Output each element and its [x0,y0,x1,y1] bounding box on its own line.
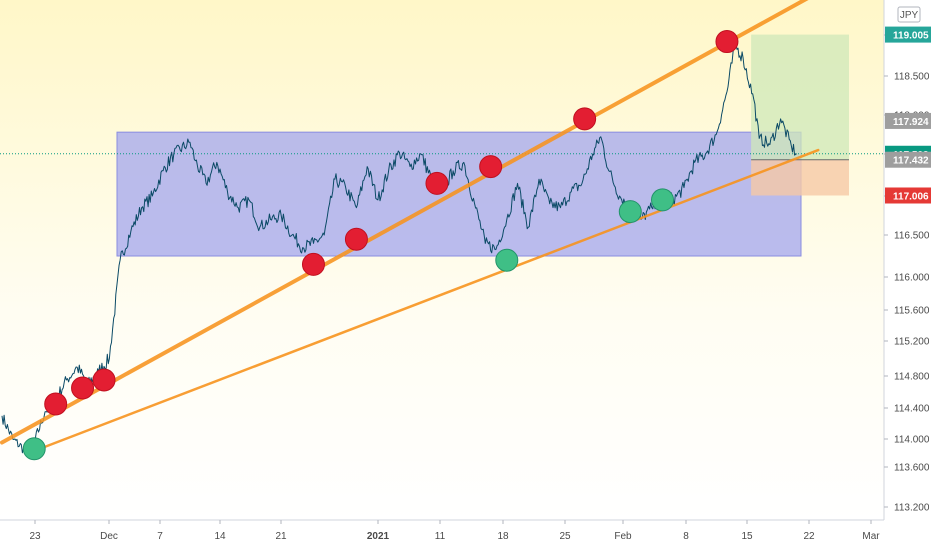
x-tick-label: 23 [29,531,41,542]
x-tick-label: 15 [741,531,753,542]
currency-badge[interactable]: JPY [897,6,921,23]
price-label-box [885,151,931,168]
red-marker-8[interactable] [573,107,597,131]
y-tick-label: 118.500 [894,72,930,83]
plot-background [0,0,884,520]
x-tick-label: 2021 [367,531,390,542]
red-marker-3[interactable] [92,368,116,392]
price-label-box [885,112,931,129]
y-tick-label: 116.500 [894,231,930,242]
position-stop-zone[interactable] [751,159,849,196]
y-tick-label: 113.200 [894,503,930,514]
y-tick-label: 114.800 [894,372,930,383]
price-label: 117.006 [893,191,929,202]
red-marker-6[interactable] [425,171,449,195]
green-marker-1[interactable] [22,437,46,461]
x-tick-label: 18 [497,531,509,542]
lower-trendline[interactable] [27,148,820,455]
currency-badge-label: JPY [900,10,919,21]
x-tick-label: Dec [100,531,118,542]
red-marker-5[interactable] [344,227,368,251]
upper-trendline[interactable] [0,0,818,445]
x-tick-label: 11 [435,531,446,542]
price-label: 117.924 [893,117,929,128]
y-tick-label: 115.600 [894,306,930,317]
price-label-box [885,187,931,204]
y-tick-label: 114.000 [894,435,930,446]
x-tick-label: 22 [803,531,815,542]
y-tick-label: 115.200 [894,337,930,348]
x-tick-label: Feb [614,531,632,542]
position-target-zone[interactable] [751,34,849,160]
price-label-box [885,26,931,43]
y-tick-label: 116.000 [894,273,930,284]
x-tick-label: 8 [683,531,689,542]
green-marker-2[interactable] [495,248,519,272]
x-tick-label: 14 [214,531,226,542]
red-marker-4[interactable] [301,252,325,276]
red-marker-2[interactable] [71,376,95,400]
price-label: 119.005 [893,31,929,42]
green-marker-4[interactable] [651,188,675,212]
price-label: 117.432 [893,156,929,167]
green-marker-3[interactable] [618,200,642,224]
time-axis-background [0,520,884,550]
y-tick-label: 114.400 [894,404,930,415]
x-tick-label: 21 [275,531,287,542]
x-tick-label: 7 [157,531,163,542]
red-marker-9[interactable] [715,30,739,54]
red-marker-7[interactable] [479,155,503,179]
axis-background [884,0,932,550]
range-box[interactable] [116,131,802,257]
x-tick-label: 25 [559,531,571,542]
y-tick-label: 113.600 [894,463,930,474]
x-tick-label: Mar [862,531,880,542]
red-marker-1[interactable] [44,392,68,416]
